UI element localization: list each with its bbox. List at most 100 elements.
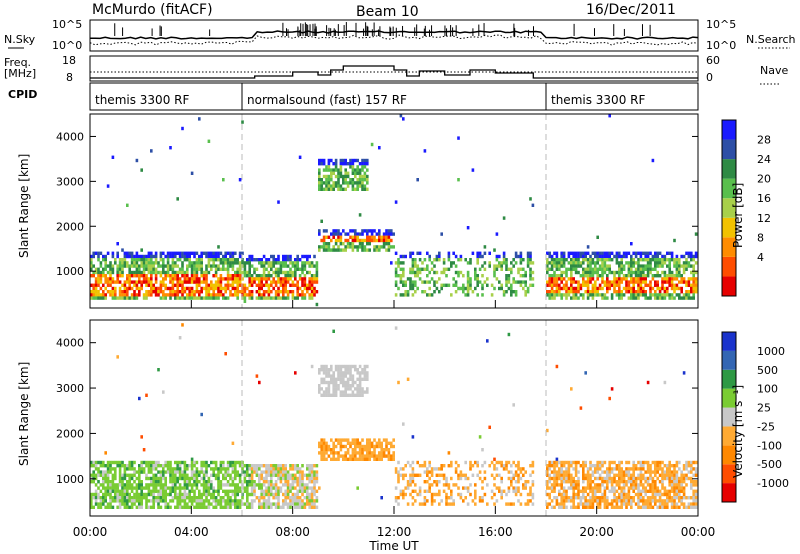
- velocity-cell: [579, 464, 583, 468]
- power-cell: [166, 267, 170, 271]
- power-cell: [226, 258, 230, 262]
- power-cell: [162, 280, 165, 284]
- velocity-cell: [250, 467, 254, 471]
- velocity-cell: [325, 444, 328, 449]
- power-cell: [282, 293, 285, 297]
- velocity-cell: [342, 374, 345, 378]
- power-cell: [178, 277, 182, 281]
- power-cell: [111, 280, 115, 284]
- velocity-cell: [109, 496, 112, 500]
- power-cell: [327, 187, 331, 191]
- power-cell: [318, 178, 321, 182]
- velocity-cell: [219, 502, 223, 506]
- velocity-cell: [680, 476, 683, 481]
- velocity-cell: [678, 476, 681, 481]
- power-cell: [630, 274, 633, 278]
- velocity-cell: [176, 505, 179, 509]
- power-cell: [198, 283, 201, 287]
- velocity-cell: [236, 460, 239, 465]
- power-cell: [126, 293, 129, 297]
- power-cell: [392, 232, 395, 236]
- power-cell: [128, 267, 131, 271]
- power-cell: [270, 274, 273, 278]
- power-cell: [219, 280, 223, 284]
- power-cell: [205, 277, 208, 281]
- power-cell: [181, 290, 184, 294]
- power-cell: [145, 258, 148, 262]
- velocity-cell: [145, 502, 148, 506]
- power-cell: [363, 245, 367, 249]
- power-cell: [464, 293, 467, 297]
- velocity-cell: [205, 486, 208, 490]
- velocity-cell: [495, 473, 499, 477]
- power-cell: [296, 258, 299, 262]
- power-cell: [675, 270, 679, 275]
- velocity-cell: [673, 470, 676, 474]
- velocity-cell: [663, 464, 667, 468]
- velocity-cell: [622, 502, 626, 506]
- velocity-cell: [332, 454, 335, 458]
- velocity-cell: [361, 451, 364, 455]
- power-cell: [637, 274, 640, 278]
- velocity-cell: [169, 470, 172, 474]
- velocity-cell: [318, 371, 321, 375]
- power-cell: [483, 251, 487, 255]
- velocity-cell: [164, 502, 167, 506]
- power-cell: [661, 261, 664, 265]
- velocity-cell: [262, 483, 266, 487]
- power-cell: [387, 248, 391, 252]
- velocity-cell: [214, 460, 218, 465]
- velocity-cell: [267, 499, 271, 503]
- velocity-cell: [610, 480, 614, 484]
- power-cell: [248, 258, 251, 262]
- power-cell: [673, 274, 676, 278]
- power-cell: [195, 251, 199, 255]
- power-cell: [673, 286, 676, 291]
- power-cell: [553, 251, 556, 255]
- velocity-cell: [447, 486, 451, 490]
- power-cell: [606, 274, 609, 278]
- velocity-cell: [282, 476, 285, 481]
- velocity-cell: [555, 476, 559, 481]
- power-cell: [601, 286, 604, 291]
- power-cell: [692, 267, 695, 271]
- power-cell: [658, 258, 662, 262]
- velocity-cell: [414, 499, 417, 503]
- velocity-cell: [601, 483, 604, 487]
- velocity-cell: [262, 496, 266, 500]
- velocity-cell: [181, 486, 184, 490]
- power-cell: [243, 290, 247, 294]
- power-cell: [123, 264, 127, 268]
- velocity-cell: [222, 473, 225, 477]
- velocity-cell: [337, 387, 340, 391]
- velocity-cell: [236, 483, 239, 487]
- velocity-cell: [680, 473, 683, 477]
- velocity-cell: [390, 444, 393, 449]
- power-cell: [690, 277, 693, 281]
- velocity-cell: [361, 368, 364, 372]
- power-cell: [104, 264, 107, 268]
- power-cell: [327, 165, 331, 169]
- power-cell: [334, 158, 338, 163]
- power-cell: [231, 277, 235, 281]
- power-cell: [428, 254, 431, 259]
- power-cell: [255, 267, 259, 271]
- power-cell: [582, 296, 585, 300]
- power-cell: [678, 280, 681, 284]
- velocity-cell: [428, 464, 431, 468]
- power-cell: [145, 296, 148, 300]
- velocity-cell: [322, 364, 326, 369]
- velocity-cell: [615, 483, 619, 487]
- power-cell: [176, 290, 179, 294]
- power-cell: [145, 283, 148, 287]
- power-cell: [154, 261, 158, 265]
- velocity-cell: [325, 390, 328, 394]
- power-cell: [584, 270, 587, 275]
- velocity-cell: [327, 454, 331, 458]
- power-cell: [92, 293, 95, 297]
- velocity-cell: [169, 464, 172, 468]
- power-cell: [332, 181, 335, 185]
- power-cell: [687, 277, 691, 281]
- velocity-cell: [322, 448, 326, 452]
- velocity-cell: [418, 464, 422, 468]
